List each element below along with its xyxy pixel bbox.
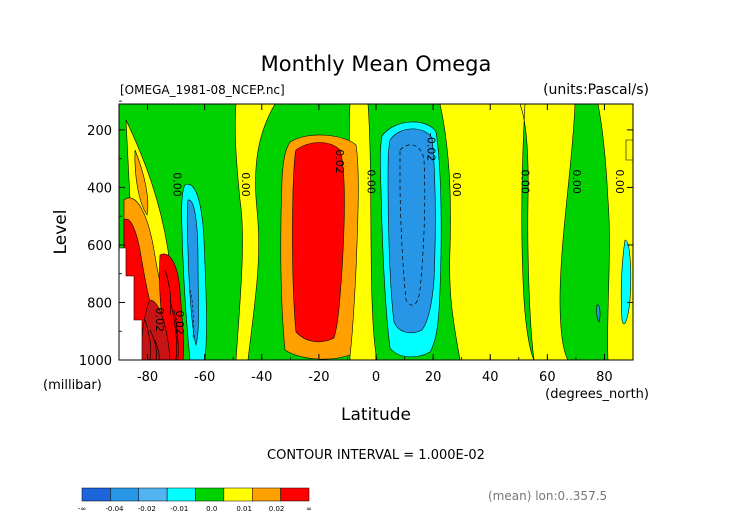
plot-area <box>119 104 633 360</box>
colorbar-tick-label: -0.02 <box>138 505 156 513</box>
y-axis-label: Level <box>51 210 71 255</box>
x-tick-label: 40 <box>482 370 499 385</box>
x-tick-label: -60 <box>194 370 215 385</box>
x-tick-label: -40 <box>251 370 272 385</box>
y-axis-unit: (millibar) <box>43 378 102 393</box>
colorbar-bin <box>252 487 281 502</box>
file-label: [OMEGA_1981-08_NCEP.nc] <box>120 83 285 97</box>
contour-label: 0.02 <box>173 310 186 335</box>
colorbar-bin <box>280 487 310 502</box>
x-axis-unit: (degrees_north) <box>545 387 649 402</box>
colorbar-bin <box>110 487 139 502</box>
tropical-dashed-contour <box>399 144 426 306</box>
colorbar-tick-label: 0.02 <box>269 505 285 513</box>
x-axis: -80 -60 -40 -20 0 20 40 60 80 <box>118 104 634 385</box>
subtropical-descent <box>292 142 345 343</box>
southern-orange-band-upper <box>134 149 149 216</box>
y-tick-label: 200 <box>87 124 112 139</box>
contour-interval-note: CONTOUR INTERVAL = 1.000E-02 <box>267 448 485 463</box>
colorbar-tick-label: -0.01 <box>170 505 188 513</box>
units-label: (units:Pascal/s) <box>543 82 649 98</box>
x-tick-label: 20 <box>425 370 442 385</box>
southern-dashed-contour <box>189 289 194 341</box>
x-axis-label: Latitude <box>341 405 411 425</box>
colorbar-bin <box>223 487 253 502</box>
colorbar-tick-label: 0.0 <box>206 505 217 513</box>
colorbar-tick-label: -∞ <box>78 505 86 513</box>
antarctic-descent-peak <box>139 299 171 360</box>
northern-yellow-bands <box>439 104 633 360</box>
x-tick-label: -20 <box>308 370 329 385</box>
contour-label: 0.00 <box>170 172 183 197</box>
x-tick-label: 80 <box>596 370 613 385</box>
y-tick-label: 600 <box>87 239 112 254</box>
contour-label: 0.00 <box>364 169 377 194</box>
contour-label: 0.00 <box>519 169 532 194</box>
x-tick-label: 0 <box>372 370 380 385</box>
colorbar-bin <box>81 487 111 502</box>
contour-label: 0.00 <box>450 172 463 197</box>
colorbar-tick-label: 0.01 <box>236 505 252 513</box>
contour-label: 0.00 <box>613 169 626 194</box>
colorbar-tick-label: -0.04 <box>105 505 124 513</box>
contour-label: 0.02 <box>153 307 166 332</box>
y-tick-label: 800 <box>87 296 112 311</box>
antarctic-contour-lines <box>144 269 179 360</box>
chart-title: Monthly Mean Omega <box>261 52 492 76</box>
y-tick-label: 400 <box>87 181 112 196</box>
x-tick-label: -80 <box>137 370 158 385</box>
southern-blue-core <box>186 199 199 347</box>
contour-label: 0.02 <box>333 149 346 174</box>
arctic-yellow-cap <box>625 139 633 161</box>
y-tick-label: 1000 <box>79 354 112 369</box>
contour-label: 0.00 <box>239 172 252 197</box>
colorbar-bin <box>166 487 196 502</box>
y-axis: 200 400 600 800 1000 <box>79 100 633 369</box>
arctic-spot <box>596 304 601 323</box>
colorbar: -∞ -0.04 -0.02 -0.01 0.0 0.01 0.02 ∞ <box>78 487 312 513</box>
south-pole-white <box>119 247 143 360</box>
contour-label: 0.00 <box>570 169 583 194</box>
contour-label: -0.02 <box>424 133 437 161</box>
mean-note: (mean) lon:0..357.5 <box>488 489 607 503</box>
colorbar-bin <box>195 487 225 502</box>
colorbar-bin <box>138 487 168 502</box>
x-tick-label: 60 <box>539 370 556 385</box>
contour-labels: 0.00 0.00 0.02 0.00 -0.02 0.00 0.00 0.00 0.00 0.0… <box>153 133 626 335</box>
colorbar-tick-label: ∞ <box>306 505 312 513</box>
